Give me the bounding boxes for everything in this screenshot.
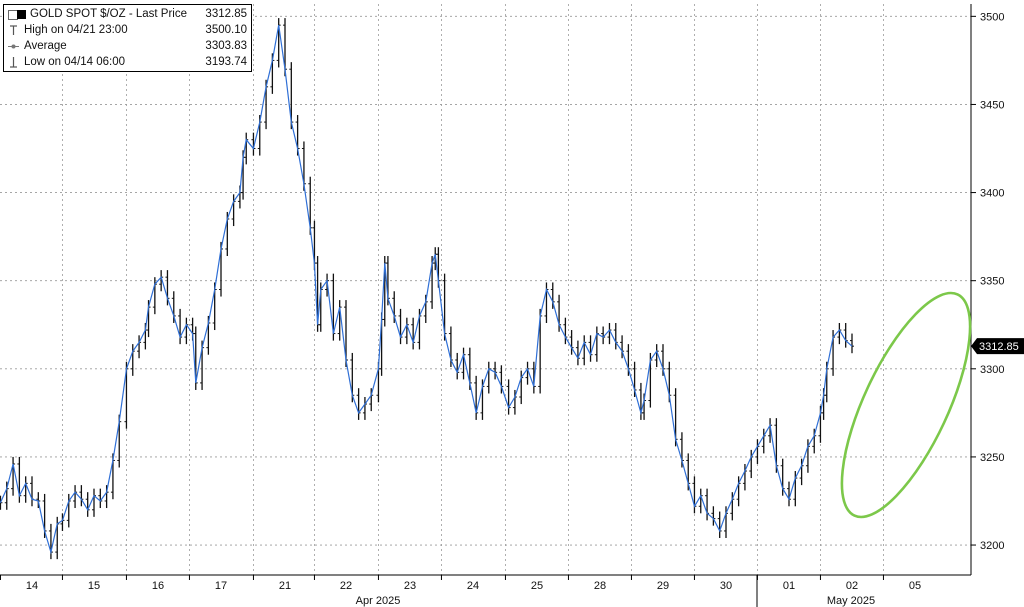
legend-value: 3312.85	[205, 8, 247, 20]
y-tick-label: 3250	[980, 452, 1004, 464]
y-tick-label: 3300	[980, 364, 1004, 376]
high-marker-icon	[8, 25, 19, 36]
x-month-label: May 2025	[827, 595, 875, 607]
legend-label: GOLD SPOT $/OZ - Last Price	[30, 8, 187, 20]
legend-value: 3193.74	[205, 56, 247, 68]
x-tick-label: 22	[340, 580, 352, 592]
x-tick-label: 29	[657, 580, 669, 592]
square-swatch-icon	[17, 10, 26, 19]
last-price-label: 3312.85	[979, 341, 1019, 353]
close-price-line	[0, 24, 853, 555]
y-tick-label: 3450	[980, 99, 1004, 111]
average-marker-icon	[8, 41, 19, 52]
legend-label: Average	[24, 40, 67, 52]
x-tick-label: 05	[909, 580, 921, 592]
x-tick-label: 02	[846, 580, 858, 592]
price-line	[0, 24, 853, 555]
x-tick-label: 15	[88, 580, 100, 592]
legend-value: 3303.83	[205, 40, 247, 52]
x-tick-label: 25	[531, 580, 543, 592]
x-tick-label: 01	[783, 580, 795, 592]
x-tick-label: 14	[26, 580, 38, 592]
legend-row-low: Low on 04/14 06:00 3193.74	[4, 54, 251, 70]
x-tick-label: 21	[279, 580, 291, 592]
y-tick-label: 3350	[980, 276, 1004, 288]
legend-label: High on 04/21 23:00	[24, 24, 128, 36]
legend-value: 3500.10	[205, 24, 247, 36]
legend-row-average: Average 3303.83	[4, 38, 251, 54]
y-tick-label: 3200	[980, 540, 1004, 552]
last-price-tag	[971, 338, 1024, 355]
price-bars	[0, 18, 854, 560]
annotations: 3312.85	[840, 291, 1024, 519]
x-tick-label: 16	[152, 580, 164, 592]
x-tick-label: 24	[467, 580, 479, 592]
x-month-label: Apr 2025	[356, 595, 401, 607]
y-tick-label: 3400	[980, 188, 1004, 200]
y-tick-label: 3500	[980, 11, 1004, 23]
x-tick-label: 30	[720, 580, 732, 592]
legend-row-last-price: GOLD SPOT $/OZ - Last Price 3312.85	[4, 6, 251, 22]
legend: GOLD SPOT $/OZ - Last Price 3312.85 High…	[3, 4, 252, 72]
gridlines	[0, 4, 971, 575]
x-tick-label: 17	[215, 580, 227, 592]
x-tick-label: 28	[594, 580, 606, 592]
low-marker-icon	[8, 57, 19, 68]
legend-label: Low on 04/14 06:00	[24, 56, 126, 68]
axes: 3200 3250 3300 3350 3400 3450 3500 14 15 16 17 21 22…	[0, 4, 1004, 607]
highlight-ellipse	[840, 291, 972, 519]
x-tick-label: 23	[404, 580, 416, 592]
legend-row-high: High on 04/21 23:00 3500.10	[4, 22, 251, 38]
